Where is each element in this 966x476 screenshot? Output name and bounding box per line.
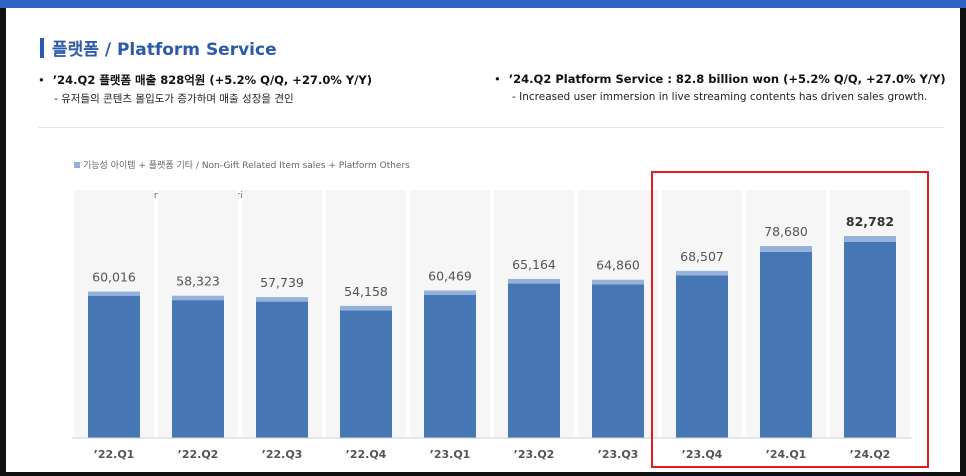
bar-segment-donations [676, 275, 728, 438]
bar-segment-non-gift [256, 297, 308, 302]
korean-summary-text: ’24.Q2 플랫폼 매출 828억원 (+5.2% Q/Q, +27.0% Y… [52, 73, 372, 87]
stacked-bar-chart: 60,016 ’22.Q1 58,323 ’22.Q2 57,739 ’22.Q3 54,1… [72, 190, 912, 461]
x-axis-tick-label: ’23.Q4 [682, 448, 723, 461]
x-axis-tick-label: ’23.Q3 [598, 448, 639, 461]
bar-total-label: 78,680 [764, 224, 808, 239]
bar-total-label: 64,860 [596, 258, 640, 273]
english-summary-bullet: • ’24.Q2 Platform Service : 82.8 billion … [494, 72, 946, 86]
english-summary-text: ’24.Q2 Platform Service : 82.8 billion w… [508, 72, 946, 86]
x-axis-tick-label: ’23.Q2 [514, 448, 555, 461]
top-accent-strip [0, 0, 966, 8]
bar-total-label: 65,164 [512, 257, 556, 272]
highlight-box-recent-quarters [651, 171, 929, 468]
bar-segment-donations [256, 301, 308, 438]
bar-segment-non-gift [592, 279, 644, 285]
bar-total-label: 60,469 [428, 268, 472, 283]
bar-segment-non-gift [844, 236, 896, 242]
bar-total-label: 60,016 [92, 270, 136, 285]
x-axis-tick-label: ’22.Q3 [262, 448, 303, 461]
bar-total-label: 57,739 [260, 275, 304, 290]
bar-segment-donations [88, 295, 140, 438]
bar-segment-donations [508, 283, 560, 438]
legend-label-non-gift: 기능성 아이템 + 플랫폼 기타 / Non-Gift Related Item… [83, 161, 410, 171]
legend-swatch-non-gift [74, 161, 80, 168]
bar-segment-donations [760, 251, 812, 438]
page-title: 플랫폼 / Platform Service [52, 40, 277, 60]
x-axis-tick-label: ’22.Q4 [346, 448, 387, 461]
korean-summary-bullet: • ’24.Q2 플랫폼 매출 828억원 (+5.2% Q/Q, +27.0% … [38, 72, 372, 88]
korean-summary-detail: - 유저들의 콘텐츠 몰입도가 증가하며 매출 성장을 견인 [54, 93, 294, 105]
legend-item-non-gift: 기능성 아이템 + 플랫폼 기타 / Non-Gift Related Item… [74, 158, 410, 171]
x-axis-tick-label: ’22.Q2 [178, 448, 219, 461]
bar-segment-donations [172, 300, 224, 438]
bar-segment-non-gift [172, 295, 224, 301]
bullet-dot: • [494, 72, 501, 86]
bar-segment-donations [340, 310, 392, 438]
bar-total-label: 54,158 [344, 284, 388, 299]
x-axis-tick-label: ’23.Q1 [430, 448, 471, 461]
bar-segment-non-gift [760, 246, 812, 252]
title-accent-bar [40, 38, 44, 58]
bar-segment-non-gift [508, 278, 560, 284]
bar-total-label: 58,323 [176, 274, 220, 289]
slide: 플랫폼 / Platform Service • ’24.Q2 플랫폼 매출 82… [6, 8, 960, 472]
section-divider [38, 127, 944, 128]
x-axis-tick-label: ’24.Q2 [850, 448, 891, 461]
english-summary-detail: - Increased user immersion in live strea… [512, 91, 928, 103]
bullet-dot: • [38, 73, 45, 87]
bar-segment-non-gift [88, 291, 140, 296]
bar-segment-donations [592, 284, 644, 438]
x-axis-tick-label: ’22.Q1 [94, 448, 135, 461]
x-axis-tick-label: ’24.Q1 [766, 448, 807, 461]
bar-segment-donations [424, 295, 476, 438]
bar-segment-non-gift [340, 305, 392, 311]
bar-total-label: 82,782 [846, 214, 894, 229]
bar-segment-non-gift [424, 290, 476, 296]
bar-total-label: 68,507 [680, 249, 724, 264]
bar-segment-non-gift [676, 270, 728, 276]
bar-segment-donations [844, 241, 896, 438]
